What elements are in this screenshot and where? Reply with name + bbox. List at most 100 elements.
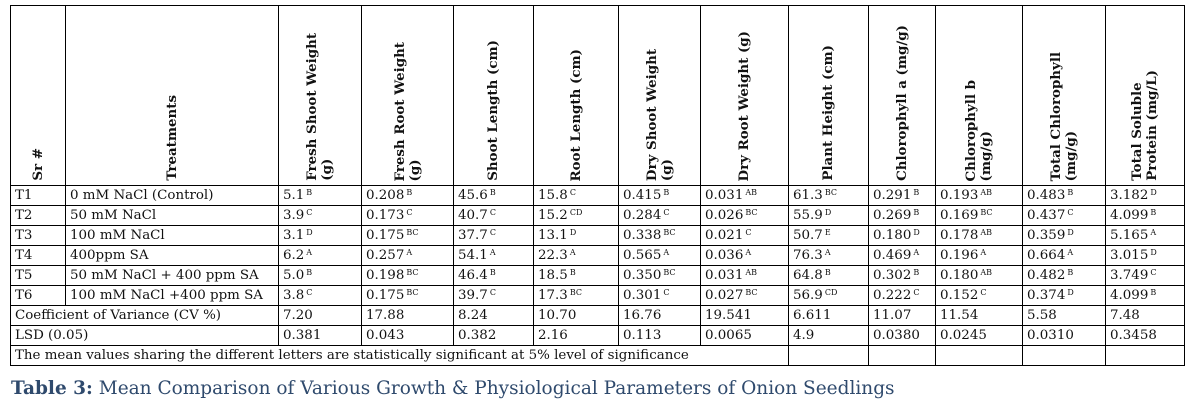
significance-letter: C [306, 208, 313, 217]
value-cell: 0.175 BC [361, 285, 454, 306]
mean-value: 0.350 [623, 268, 662, 283]
cv-value: 6.611 [788, 305, 869, 326]
value-cell: 0.374 D [1022, 285, 1106, 306]
cv-value: 10.70 [533, 305, 619, 326]
value-cell: 0.031 AB [700, 185, 789, 206]
lsd-row: LSD (0.05) 0.381 0.043 0.382 2.16 0.113 0.0065… [10, 325, 1185, 346]
value-cell: 0.483 B [1022, 185, 1106, 206]
significance-letter: B [406, 188, 413, 197]
mean-value: 0.482 [1027, 268, 1066, 283]
significance-letter: C [306, 288, 313, 297]
mean-value: 5.1 [283, 188, 305, 203]
significance-letter: C [663, 208, 670, 217]
significance-letter: AB [980, 228, 992, 237]
significance-letter: B [1067, 268, 1074, 277]
mean-value: 13.1 [538, 228, 568, 243]
value-cell: 4.099 B [1105, 285, 1185, 306]
significance-letter: B [306, 188, 313, 197]
mean-value: 0.198 [366, 268, 405, 283]
value-cell: 46.4 B [453, 265, 534, 286]
value-cell: 0.036 A [700, 245, 789, 266]
table-row: T1 0 mM NaCl (Control) 5.1 B 0.208 B 45.6 B 15.8… [10, 185, 1185, 206]
value-cell: 0.169 BC [935, 205, 1023, 226]
mean-value: 0.173 [366, 208, 405, 223]
row-id: T3 [10, 225, 66, 246]
empty-cell [1105, 345, 1185, 366]
mean-value: 15.2 [538, 208, 568, 223]
significance-letter: A [489, 248, 496, 257]
significance-letter: C [489, 228, 496, 237]
cv-value: 8.24 [453, 305, 534, 326]
header-sr: Sr # [10, 5, 66, 186]
significance-letter: C [663, 288, 670, 297]
mean-value: 56.9 [793, 288, 823, 303]
cv-value: 11.07 [868, 305, 936, 326]
value-cell: 39.7 C [453, 285, 534, 306]
treatment-cell: 50 mM NaCl + 400 ppm SA [65, 265, 279, 286]
value-cell: 0.180 D [868, 225, 936, 246]
mean-value: 46.4 [458, 268, 488, 283]
significance-letter: C [489, 288, 496, 297]
lsd-value: 2.16 [533, 325, 619, 346]
lsd-value: 0.381 [278, 325, 362, 346]
lsd-label: LSD (0.05) [10, 325, 279, 346]
value-cell: 3.749 C [1105, 265, 1185, 286]
lsd-value: 0.0065 [700, 325, 789, 346]
mean-value: 64.8 [793, 268, 823, 283]
mean-value: 0.291 [873, 188, 912, 203]
mean-value: 3.015 [1110, 248, 1149, 263]
significance-letter: A [745, 248, 752, 257]
header-param-3: Root Length (cm) [533, 5, 619, 186]
table-row: T2 50 mM NaCl 3.9 C 0.173 C 40.7 C 15.2 CD 0.284 C 0… [10, 205, 1185, 226]
table-row: T6 100 mM NaCl +400 ppm SA 3.8 C 0.175 BC 39.7… [10, 285, 1185, 306]
value-cell: 0.338 BC [618, 225, 701, 246]
lsd-value: 0.382 [453, 325, 534, 346]
mean-value: 0.301 [623, 288, 662, 303]
value-cell: 64.8 B [788, 265, 869, 286]
significance-letter: B [913, 208, 920, 217]
value-cell: 13.1 D [533, 225, 619, 246]
value-cell: 0.415 B [618, 185, 701, 206]
value-cell: 0.222 C [868, 285, 936, 306]
value-cell: 5.0 B [278, 265, 362, 286]
lsd-value: 0.113 [618, 325, 701, 346]
value-cell: 0.152 C [935, 285, 1023, 306]
significance-letter: C [1067, 208, 1074, 217]
significance-letter: E [824, 228, 831, 237]
mean-value: 55.9 [793, 208, 823, 223]
mean-value: 0.222 [873, 288, 912, 303]
significance-letter: BC [663, 228, 676, 237]
significance-letter: C [980, 288, 987, 297]
value-cell: 54.1 A [453, 245, 534, 266]
mean-value: 6.2 [283, 248, 305, 263]
lsd-value: 0.0245 [935, 325, 1023, 346]
value-cell: 17.3 BC [533, 285, 619, 306]
mean-value: 0.284 [623, 208, 662, 223]
mean-value: 37.7 [458, 228, 488, 243]
value-cell: 0.198 BC [361, 265, 454, 286]
mean-value: 54.1 [458, 248, 488, 263]
lsd-value: 0.0310 [1022, 325, 1106, 346]
significance-letter: A [980, 248, 987, 257]
value-cell: 37.7 C [453, 225, 534, 246]
value-cell: 0.437 C [1022, 205, 1106, 226]
significance-letter: BC [663, 268, 676, 277]
significance-letter: B [569, 268, 576, 277]
mean-value: 0.152 [940, 288, 979, 303]
value-cell: 18.5 B [533, 265, 619, 286]
mean-value: 3.182 [1110, 188, 1149, 203]
value-cell: 0.193 AB [935, 185, 1023, 206]
mean-value: 4.099 [1110, 288, 1149, 303]
table-row: T5 50 mM NaCl + 400 ppm SA 5.0 B 0.198 BC 46.4… [10, 265, 1185, 286]
significance-letter: B [663, 188, 670, 197]
value-cell: 0.302 B [868, 265, 936, 286]
treatment-cell: 400ppm SA [65, 245, 279, 266]
cv-value: 5.58 [1022, 305, 1106, 326]
header-param-1: Fresh Root Weight (g) [361, 5, 454, 186]
significance-letter: B [489, 268, 496, 277]
header-param-2: Shoot Length (cm) [453, 5, 534, 186]
significance-letter: CD [569, 208, 583, 217]
significance-letter: B [1150, 288, 1157, 297]
value-cell: 0.021 C [700, 225, 789, 246]
mean-value: 0.257 [366, 248, 405, 263]
